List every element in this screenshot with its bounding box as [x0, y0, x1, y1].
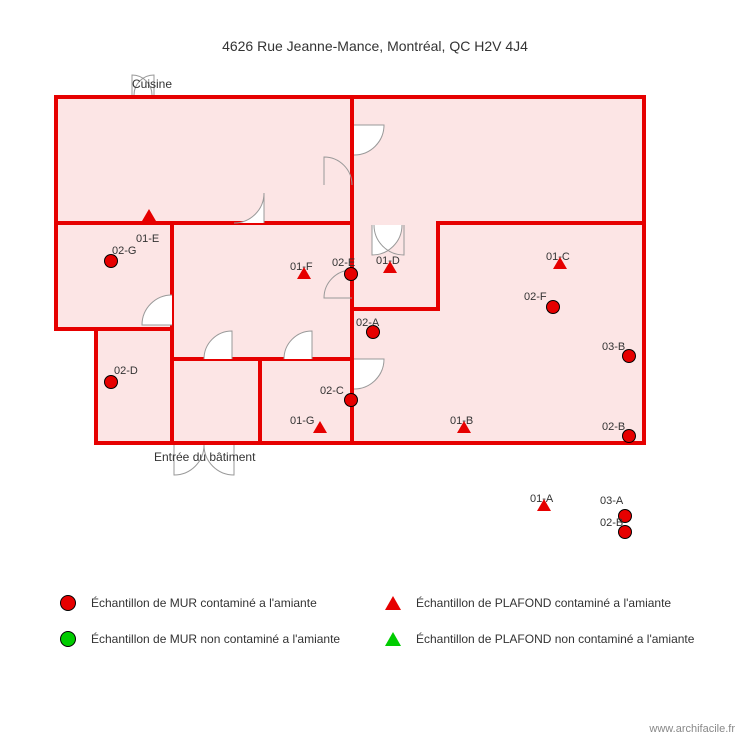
marker-label-02-D: 02-D [114, 365, 138, 377]
legend-mur-cont: Échantillon de MUR contaminé a l'amiante [60, 595, 385, 611]
marker-label-02-G: 02-G [112, 245, 136, 257]
marker-label-01-B: 01-B [450, 415, 473, 427]
marker-label-01-D: 01-D [376, 255, 400, 267]
marker-label-01-F: 01-F [290, 261, 313, 273]
marker-label-03-B: 03-B [602, 341, 625, 353]
legend-plafond-cont: Échantillon de PLAFOND contaminé a l'ami… [385, 595, 710, 611]
circle-icon [60, 595, 76, 611]
marker-02-C [344, 393, 358, 407]
marker-label-02-C: 02-C [320, 385, 344, 397]
marker-02-F [546, 300, 560, 314]
marker-label-02-B: 02-B [602, 421, 625, 433]
legend-label: Échantillon de PLAFOND contaminé a l'ami… [416, 596, 671, 610]
marker-label-02-E: 02-E [332, 257, 355, 269]
circle-icon [60, 631, 76, 647]
marker-label-01-G: 01-G [290, 415, 314, 427]
triangle-icon [385, 632, 401, 646]
marker-label-02-F: 02-F [524, 291, 547, 303]
marker-02-D [104, 375, 118, 389]
legend: Échantillon de MUR contaminé a l'amiante… [60, 595, 710, 667]
watermark: www.archifacile.fr [649, 723, 735, 735]
marker-label-02-B2: 02-B [600, 517, 623, 529]
marker-label-03-A: 03-A [600, 495, 623, 507]
markers-layer: 01-E02-G 01-F 02-E 01-D 01-C 02-F 02-A 03-B 02-D… [54, 95, 646, 535]
legend-label: Échantillon de MUR non contaminé a l'ami… [91, 632, 340, 646]
marker-02-E [344, 267, 358, 281]
marker-label-02-A: 02-A [356, 317, 379, 329]
legend-mur-non: Échantillon de MUR non contaminé a l'ami… [60, 631, 385, 647]
page-title: 4626 Rue Jeanne-Mance, Montréal, QC H2V … [0, 38, 750, 54]
legend-label: Échantillon de MUR contaminé a l'amiante [91, 596, 317, 610]
marker-01-E [142, 209, 156, 221]
legend-label: Échantillon de PLAFOND non contaminé a l… [416, 632, 694, 646]
legend-plafond-non: Échantillon de PLAFOND non contaminé a l… [385, 631, 710, 647]
marker-01-G [313, 421, 327, 433]
triangle-icon [385, 596, 401, 610]
marker-label-01-E: 01-E [136, 233, 159, 245]
marker-label-01-C: 01-C [546, 251, 570, 263]
label-cuisine: Cuisine [132, 77, 172, 91]
marker-label-01-A: 01-A [530, 493, 553, 505]
